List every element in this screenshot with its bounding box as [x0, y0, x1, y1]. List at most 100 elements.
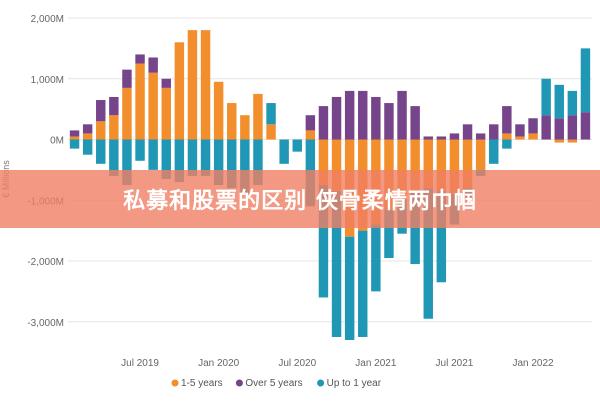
bar-over-5-years-36	[528, 118, 538, 134]
bar-over-5-years-5	[122, 69, 132, 88]
legend-marker	[317, 379, 325, 387]
x-tick-label: Jul 2021	[436, 358, 474, 369]
bar-1-5-years-6	[135, 63, 145, 140]
bar-up-to-1-year-11	[200, 139, 211, 176]
bar-up-to-1-year-2	[82, 139, 93, 155]
bar-1-5-years-5	[122, 87, 132, 140]
bar-1-5-years-30	[449, 139, 460, 195]
bar-over-5-years-1	[69, 130, 80, 137]
legend-label: 1-5 years	[181, 378, 223, 389]
bar-1-5-years-9	[174, 42, 185, 140]
legend-label: Over 5 years	[245, 378, 302, 389]
y-tick-label: -2,000M	[27, 257, 64, 268]
bar-1-5-years-21	[331, 139, 342, 192]
bar-up-to-1-year-38	[554, 84, 564, 119]
y-tick-label: 2,000M	[31, 14, 64, 25]
bar-over-5-years-20	[318, 106, 329, 140]
bar-up-to-1-year-3	[96, 139, 106, 164]
legend-marker	[171, 379, 179, 387]
x-tick-label: Jul 2020	[278, 358, 316, 369]
bar-up-to-1-year-4	[109, 139, 119, 176]
overlay-banner: 私募和股票的区别 侠骨柔情两巾帼	[0, 170, 600, 228]
bar-over-5-years-8	[161, 78, 171, 88]
x-tick-label: Jul 2019	[121, 358, 159, 369]
bar-up-to-1-year-29	[436, 191, 447, 283]
bar-over-5-years-25	[384, 103, 394, 140]
bar-1-5-years-11	[200, 30, 211, 140]
legend-label: Up to 1 year	[327, 378, 382, 389]
bar-up-to-1-year-25	[384, 209, 394, 258]
bar-1-5-years-35	[515, 136, 525, 140]
bar-over-5-years-19	[305, 115, 316, 131]
y-tick-label: -3,000M	[27, 318, 64, 329]
bar-1-5-years-19	[305, 130, 316, 140]
bar-up-to-1-year-14	[240, 139, 250, 195]
bar-1-5-years-12	[213, 81, 224, 140]
bar-up-to-1-year-5	[122, 139, 132, 186]
bar-over-5-years-7	[148, 57, 158, 73]
bar-over-5-years-33	[489, 124, 499, 140]
bar-over-5-years-32	[475, 133, 486, 140]
bar-1-5-years-31	[462, 139, 473, 189]
bar-over-5-years-28	[423, 136, 433, 140]
bar-1-5-years-32	[475, 139, 486, 170]
bar-1-5-years-15	[253, 93, 263, 140]
bar-1-5-years-36	[528, 133, 538, 140]
bar-over-5-years-29	[436, 136, 447, 140]
bar-1-5-years-7	[148, 72, 158, 140]
x-tick-label: Jan 2022	[512, 358, 554, 369]
bar-up-to-1-year-37	[541, 78, 551, 116]
bar-up-to-1-year-9	[174, 139, 185, 183]
overlay-banner-text: 私募和股票的区别 侠骨柔情两巾帼	[123, 189, 477, 214]
bar-over-5-years-24	[371, 96, 381, 140]
bar-1-5-years-10	[187, 30, 198, 140]
bar-over-5-years-35	[515, 124, 525, 137]
y-tick-label: 0M	[50, 136, 64, 147]
bar-over-5-years-39	[567, 115, 578, 140]
bar-up-to-1-year-23	[358, 230, 368, 337]
bar-over-5-years-4	[109, 96, 119, 116]
bar-up-to-1-year-24	[371, 224, 381, 292]
bar-up-to-1-year-1	[69, 139, 80, 149]
bar-up-to-1-year-10	[187, 139, 198, 176]
bar-over-5-years-30	[449, 133, 460, 140]
legend-marker	[235, 379, 243, 387]
bar-up-to-1-year-28	[423, 188, 433, 319]
bar-over-5-years-3	[96, 100, 106, 122]
bar-1-5-years-16	[266, 124, 276, 140]
bar-up-to-1-year-18	[292, 139, 302, 152]
bar-up-to-1-year-7	[148, 139, 158, 170]
bar-1-5-years-28	[423, 139, 433, 189]
y-tick-label: 1,000M	[31, 75, 64, 86]
bar-up-to-1-year-34	[502, 139, 512, 149]
x-tick-label: Jan 2021	[355, 358, 397, 369]
bar-1-5-years-39	[567, 139, 578, 143]
bar-1-5-years-14	[240, 115, 250, 140]
bar-up-to-1-year-8	[161, 139, 171, 179]
bar-over-5-years-23	[358, 90, 368, 140]
bar-1-5-years-27	[410, 139, 420, 192]
bar-up-to-1-year-13	[227, 139, 237, 189]
bar-1-5-years-13	[227, 103, 237, 140]
bar-up-to-1-year-6	[135, 139, 145, 161]
bar-1-5-years-20	[318, 139, 329, 186]
bar-over-5-years-6	[135, 54, 145, 64]
bar-1-5-years-38	[554, 139, 564, 143]
bar-over-5-years-26	[397, 90, 407, 140]
bar-over-5-years-40	[580, 112, 591, 140]
bar-up-to-1-year-16	[266, 103, 276, 125]
bar-up-to-1-year-39	[567, 90, 578, 116]
bar-up-to-1-year-33	[489, 139, 499, 164]
bar-over-5-years-31	[462, 124, 473, 140]
bar-over-5-years-22	[344, 90, 355, 140]
bar-up-to-1-year-22	[344, 236, 355, 340]
bar-1-5-years-2	[82, 133, 93, 140]
bar-up-to-1-year-20	[318, 185, 329, 298]
bar-up-to-1-year-17	[279, 139, 289, 164]
bar-over-5-years-27	[410, 106, 420, 140]
bar-over-5-years-21	[331, 96, 342, 140]
bar-up-to-1-year-21	[331, 191, 342, 337]
bar-up-to-1-year-40	[580, 48, 591, 113]
bar-1-5-years-34	[502, 133, 512, 140]
bar-over-5-years-2	[82, 124, 93, 134]
